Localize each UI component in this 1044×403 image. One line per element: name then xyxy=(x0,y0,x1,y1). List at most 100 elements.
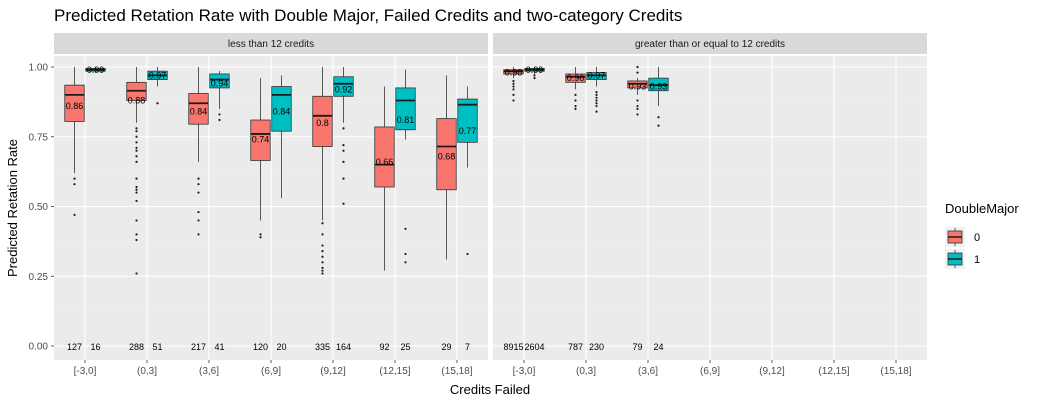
box-6-1: 0.77 7 xyxy=(457,86,478,352)
outlier-point xyxy=(636,104,639,108)
outlier-point xyxy=(197,219,200,222)
mean-label: 0.93 xyxy=(629,82,647,92)
mean-label: 0.86 xyxy=(66,101,84,111)
outlier-point xyxy=(595,93,598,96)
count-label: 8915 xyxy=(503,342,523,352)
outlier-point xyxy=(636,71,639,74)
mean-label: 0.8 xyxy=(316,118,329,128)
legend-entry: 0 xyxy=(945,227,980,247)
count-label: 25 xyxy=(400,342,410,352)
x-tick-label: (6,9] xyxy=(700,366,720,377)
outlier-point xyxy=(135,127,138,130)
x-tick-label: (0,3] xyxy=(137,366,157,377)
mean-label: 0.97 xyxy=(149,70,167,80)
outlier-point xyxy=(135,160,138,163)
count-label: 51 xyxy=(152,342,162,352)
y-tick-label: 1.00 xyxy=(29,63,49,74)
box-3-1: 0.84 20 xyxy=(271,75,292,352)
mean-label: 0.77 xyxy=(459,126,477,136)
box-2-0: 0.93 79 xyxy=(627,65,648,352)
outlier-point xyxy=(197,210,200,214)
mean-label: 0.94 xyxy=(211,79,229,89)
x-tick-label: (12,15] xyxy=(818,366,849,377)
box-body xyxy=(457,98,478,143)
outlier-point xyxy=(135,135,138,138)
mean-label: 0.99 xyxy=(526,65,544,75)
outlier-point xyxy=(342,202,345,205)
box-0-1: 0.99 16 xyxy=(85,65,106,352)
box-2-0: 0.84 217 xyxy=(188,67,209,352)
outlier-point xyxy=(404,252,407,256)
outlier-point xyxy=(342,127,345,130)
outlier-point xyxy=(657,116,660,119)
box-6-0: 0.68 29 xyxy=(436,75,457,352)
mean-label: 0.93 xyxy=(650,82,668,92)
outlier-point xyxy=(512,93,515,96)
outlier-point xyxy=(156,102,159,105)
outlier-point xyxy=(218,113,221,116)
x-tick-label: (15,18] xyxy=(441,366,472,377)
count-label: 29 xyxy=(441,342,451,352)
outlier-point xyxy=(135,199,138,203)
legend: DoubleMajor 0 1 xyxy=(945,201,1019,269)
box-body xyxy=(374,126,395,188)
box-0-0: 0.86 127 xyxy=(64,67,85,352)
panel-1: greater than or equal to 12 credits 0.98 8… xyxy=(493,33,927,377)
box-4-1: 0.92 164 xyxy=(333,67,354,352)
outlier-point xyxy=(512,79,515,83)
count-label: 787 xyxy=(568,342,583,352)
outlier-point xyxy=(512,88,515,91)
outlier-point xyxy=(259,233,262,236)
count-label: 20 xyxy=(276,342,286,352)
outlier-point xyxy=(135,146,138,150)
facet-strip-label: greater than or equal to 12 credits xyxy=(635,39,785,50)
chart-title: Predicted Retation Rate with Double Majo… xyxy=(54,6,682,25)
outlier-point xyxy=(595,102,598,105)
mean-label: 0.66 xyxy=(376,157,394,167)
outlier-point xyxy=(135,141,138,144)
facet-strip xyxy=(54,33,488,54)
mean-label: 0.88 xyxy=(128,95,146,105)
mean-label: 0.92 xyxy=(335,84,353,94)
outlier-point xyxy=(135,130,138,133)
box-body xyxy=(333,76,354,97)
count-label: 288 xyxy=(129,342,144,352)
outlier-point xyxy=(197,191,200,194)
x-tick-label: (15,18] xyxy=(880,366,911,377)
outlier-point xyxy=(512,82,515,85)
y-tick-label: 0.25 xyxy=(29,272,49,283)
outlier-point xyxy=(321,269,324,272)
count-label: 24 xyxy=(653,342,663,352)
x-tick-label: (9,12] xyxy=(759,366,785,377)
outlier-point xyxy=(636,113,639,116)
mean-label: 0.98 xyxy=(505,68,523,78)
outlier-point xyxy=(595,99,598,102)
outlier-point xyxy=(135,191,138,194)
box-5-0: 0.66 92 xyxy=(374,86,395,352)
outlier-point xyxy=(657,124,660,127)
mean-label: 0.84 xyxy=(190,107,208,117)
outlier-point xyxy=(636,107,639,110)
mean-label: 0.81 xyxy=(397,115,415,125)
outlier-point xyxy=(533,74,536,77)
outlier-point xyxy=(574,99,577,102)
count-label: 127 xyxy=(67,342,82,352)
outlier-point xyxy=(321,244,324,247)
outlier-point xyxy=(135,272,138,275)
x-tick-label: (9,12] xyxy=(320,366,346,377)
count-label: 7 xyxy=(465,342,470,352)
mean-label: 0.96 xyxy=(567,73,585,83)
panels-layer: less than 12 credits 0.86 127 0.99 16 0.88 288… xyxy=(29,33,927,377)
legend-label: 0 xyxy=(974,232,980,244)
facet-strip-label: less than 12 credits xyxy=(228,39,314,50)
outlier-point xyxy=(636,65,639,69)
mean-label: 0.99 xyxy=(87,65,105,75)
outlier-point xyxy=(342,144,345,147)
count-label: 92 xyxy=(379,342,389,352)
outlier-point xyxy=(218,118,221,122)
outlier-point xyxy=(321,272,324,275)
outlier-point xyxy=(342,177,345,180)
box-0-1: 0.99 2604 xyxy=(524,65,545,352)
x-axis-title: Credits Failed xyxy=(450,382,530,397)
